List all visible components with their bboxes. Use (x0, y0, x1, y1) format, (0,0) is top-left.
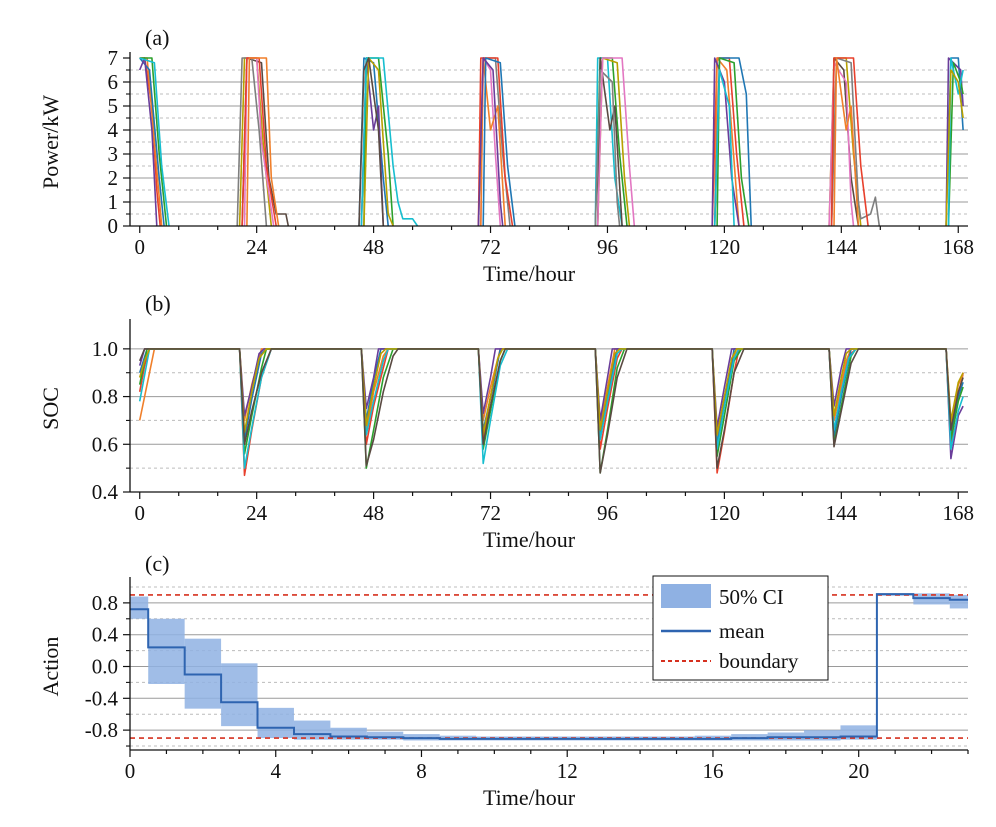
x-tick-label: 96 (597, 501, 618, 525)
y-tick-label: 4 (108, 118, 119, 142)
x-tick-label: 24 (246, 235, 268, 259)
panel-label-text: (a) (145, 25, 169, 50)
y-tick-label: 5 (108, 94, 119, 118)
series-line (139, 57, 170, 227)
x-tick-label: 168 (943, 501, 975, 525)
x-tick-label: 120 (709, 501, 741, 525)
x-tick-label: 0 (134, 501, 145, 525)
y-axis-title: SOC (38, 387, 63, 430)
y-tick-label: 0.4 (92, 480, 119, 504)
x-tick-label: 20 (848, 759, 869, 783)
y-tick-label: 0.4 (92, 623, 119, 647)
ci-band (330, 727, 367, 740)
axes: 0 4 8 12 16 20 0.8 0.4 0.0 -0.4 -0.8 (85, 577, 969, 783)
series-line (833, 57, 860, 227)
y-tick-label: 6 (108, 70, 119, 94)
y-tick-label: 0 (108, 214, 119, 238)
legend: 50% CI mean boundary (652, 575, 829, 681)
ci-band (366, 731, 404, 740)
panel-label-text: (c) (145, 551, 169, 576)
series-line (482, 57, 516, 227)
ci-band (949, 594, 968, 609)
plot-area (138, 57, 964, 227)
panel-c: 50% CI mean boundary 0 4 8 12 16 20 0.8 0.4 0.0 -0.4… (38, 551, 969, 810)
y-axis-title: Action (38, 637, 63, 697)
series-line (947, 62, 964, 227)
mean-line (130, 593, 968, 740)
ci-band (221, 663, 258, 727)
series-line (358, 57, 385, 227)
series-line (596, 57, 636, 227)
legend-label-mean: mean (719, 619, 765, 643)
x-tick-label: 24 (246, 501, 268, 525)
series-line (713, 57, 740, 227)
x-tick-label: 72 (480, 501, 501, 525)
series-line (594, 69, 621, 227)
x-tick-label: 16 (702, 759, 723, 783)
y-tick-label: -0.4 (85, 686, 119, 710)
ci-band (293, 720, 331, 740)
y-tick-label: 0.0 (92, 655, 118, 679)
y-tick-label: 1 (108, 190, 119, 214)
x-tick-label: 4 (270, 759, 281, 783)
y-tick-label: 3 (108, 142, 119, 166)
x-axis-title: Time/hour (483, 527, 576, 552)
y-tick-label: 1.0 (92, 337, 118, 361)
x-tick-label: 120 (709, 235, 741, 259)
x-tick-label: 0 (125, 759, 136, 783)
ci-band (130, 596, 149, 619)
x-tick-label: 0 (134, 235, 145, 259)
ci-band (148, 618, 185, 684)
y-tick-label: 2 (108, 166, 119, 190)
y-tick-label: -0.8 (85, 718, 118, 742)
ci-band (257, 707, 294, 739)
y-tick-label: 0.8 (92, 385, 118, 409)
legend-swatch-ci (661, 584, 711, 608)
axes: 0 24 48 72 96 120 144 168 0.4 0.6 0.8 1.0 (92, 319, 974, 525)
x-tick-label: 12 (557, 759, 578, 783)
x-tick-label: 8 (416, 759, 427, 783)
x-tick-label: 144 (826, 501, 858, 525)
series-line (713, 69, 735, 227)
series-line (945, 69, 964, 227)
x-tick-label: 48 (363, 235, 384, 259)
x-tick-label: 168 (943, 235, 975, 259)
y-tick-label: 7 (108, 46, 119, 70)
y-tick-label: 0.8 (92, 591, 118, 615)
series-line (711, 57, 740, 227)
panel-label-text: (b) (145, 291, 171, 316)
plot-area (138, 348, 964, 477)
y-axis-title: Power/kW (38, 95, 63, 189)
x-axis-title: Time/hour (483, 785, 576, 810)
plot-area (130, 593, 968, 741)
series-line (139, 57, 168, 227)
series-line (138, 57, 158, 227)
series-line (830, 57, 869, 227)
x-tick-label: 96 (597, 235, 618, 259)
series-line (138, 348, 964, 474)
y-tick-label: 0.6 (92, 432, 118, 456)
ci-band (804, 730, 841, 741)
x-axis-title: Time/hour (483, 261, 576, 286)
panel-b: 0 24 48 72 96 120 144 168 0.4 0.6 0.8 1.0 Time/hour S… (38, 291, 974, 552)
series-line (246, 57, 280, 227)
legend-label-boundary: boundary (719, 649, 799, 673)
series-line (477, 57, 514, 227)
series-line (363, 57, 394, 227)
legend-label-ci: 50% CI (719, 585, 784, 609)
x-tick-label: 72 (480, 235, 501, 259)
x-tick-label: 48 (363, 501, 384, 525)
x-tick-label: 144 (826, 235, 858, 259)
series-line (477, 57, 504, 227)
